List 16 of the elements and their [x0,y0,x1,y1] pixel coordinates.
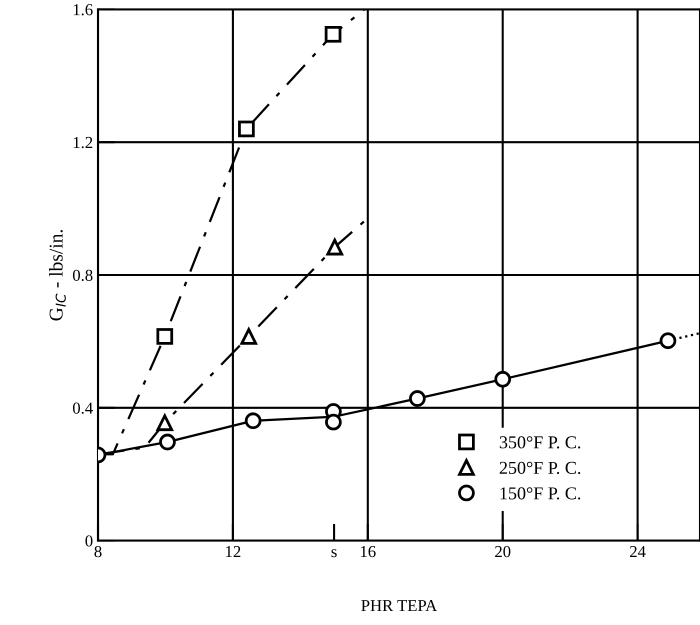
x-axis-title: PHR TEPA [361,600,438,612]
legend-label: 350°F P. C. [500,436,580,449]
x-tick-label: 24 [630,546,646,558]
y-tick-label: 0 [85,535,93,547]
x-tick-label: 20 [495,546,510,558]
y-tick-label: 0.8 [72,270,93,282]
x-tick-label: s [332,549,337,558]
y-axis-title: G$_{IC}$ - lbs/in. [49,230,66,320]
x-tick-label: 16 [360,546,376,558]
y-tick-label: 1.2 [74,136,92,148]
legend-label: 250°F P. C. [500,462,580,474]
y-tick-label: 1.6 [74,4,93,16]
legend-label: 150°F P. C. [500,487,580,500]
x-tick-label: 8 [94,546,102,558]
y-tick-label: 0.4 [72,402,93,414]
x-tick-label: 12 [226,546,240,558]
